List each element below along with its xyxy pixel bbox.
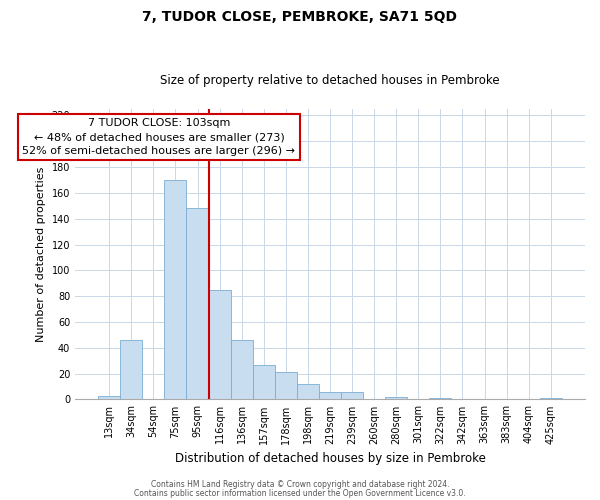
Title: Size of property relative to detached houses in Pembroke: Size of property relative to detached ho… [160,74,500,87]
Text: Contains public sector information licensed under the Open Government Licence v3: Contains public sector information licen… [134,488,466,498]
Bar [341,392,363,400]
Bar [540,398,562,400]
Bar [164,180,187,400]
Bar [319,392,341,400]
Text: Contains HM Land Registry data © Crown copyright and database right 2024.: Contains HM Land Registry data © Crown c… [151,480,449,489]
Bar [230,340,253,400]
X-axis label: Distribution of detached houses by size in Pembroke: Distribution of detached houses by size … [175,452,485,465]
Bar [253,364,275,400]
Text: 7 TUDOR CLOSE: 103sqm
← 48% of detached houses are smaller (273)
52% of semi-det: 7 TUDOR CLOSE: 103sqm ← 48% of detached … [22,118,295,156]
Text: 7, TUDOR CLOSE, PEMBROKE, SA71 5QD: 7, TUDOR CLOSE, PEMBROKE, SA71 5QD [143,10,458,24]
Bar [209,290,230,400]
Bar [430,398,451,400]
Bar [120,340,142,400]
Bar [385,397,407,400]
Y-axis label: Number of detached properties: Number of detached properties [36,166,46,342]
Bar [297,384,319,400]
Bar [98,396,120,400]
Bar [275,372,297,400]
Bar [187,208,209,400]
